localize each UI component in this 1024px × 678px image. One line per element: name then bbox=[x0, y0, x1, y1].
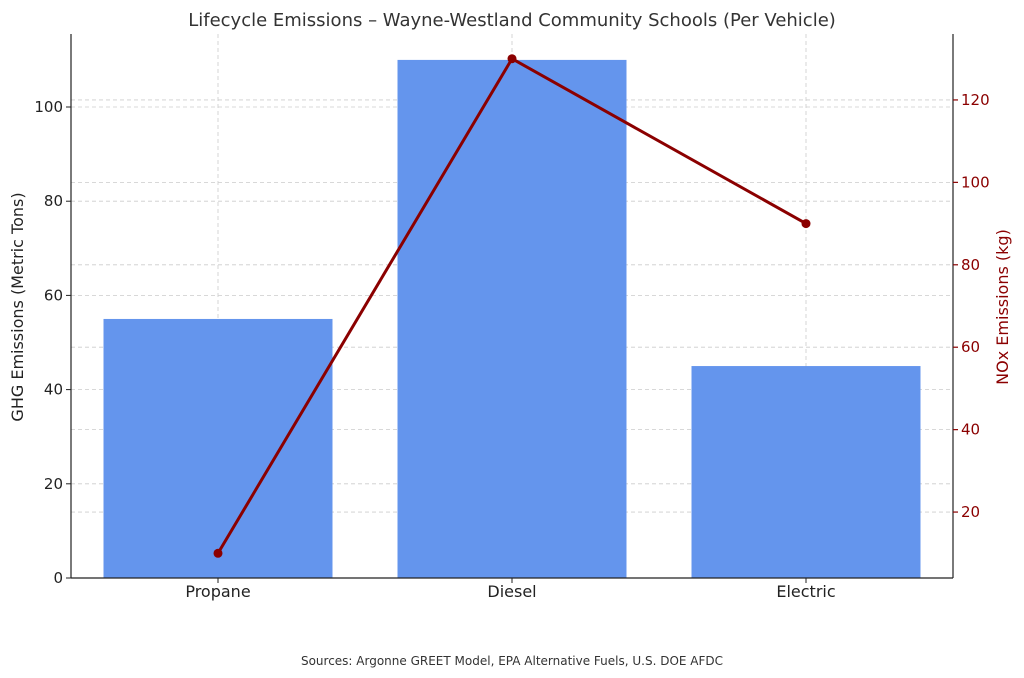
y2-tick-label-60: 60 bbox=[961, 338, 980, 356]
y2-tick-label-20: 20 bbox=[961, 503, 980, 521]
y-tick-label-100: 100 bbox=[34, 98, 63, 116]
y-tick-label-40: 40 bbox=[44, 381, 63, 399]
tick-labels: 0 20 40 60 80 100 20 40 60 80 100 120 Propane Diesel E… bbox=[34, 91, 989, 601]
y2-tick-label-100: 100 bbox=[961, 173, 990, 191]
x-tick-label-electric: Electric bbox=[776, 582, 835, 601]
y-tick-label-60: 60 bbox=[44, 286, 63, 304]
bar-series bbox=[103, 59, 921, 578]
nox-point-electric bbox=[801, 219, 811, 229]
x-tick-label-propane: Propane bbox=[185, 582, 250, 601]
bar-electric bbox=[691, 366, 921, 578]
y-tick-label-20: 20 bbox=[44, 475, 63, 493]
y2-tick-label-80: 80 bbox=[961, 256, 980, 274]
y-axis-label-right: NOx Emissions (kg) bbox=[993, 229, 1012, 385]
y2-tick-label-120: 120 bbox=[961, 91, 990, 109]
y2-tick-label-40: 40 bbox=[961, 421, 980, 439]
nox-point-propane bbox=[213, 548, 223, 558]
chart-title: Lifecycle Emissions – Wayne-Westland Com… bbox=[188, 10, 836, 31]
x-tick-label-diesel: Diesel bbox=[487, 582, 536, 601]
y-tick-label-80: 80 bbox=[44, 192, 63, 210]
y-axis-label-left: GHG Emissions (Metric Tons) bbox=[8, 192, 27, 421]
y-tick-label-0: 0 bbox=[53, 569, 63, 587]
nox-point-diesel bbox=[507, 54, 517, 64]
bar-diesel bbox=[397, 59, 627, 578]
line-series bbox=[213, 54, 811, 558]
source-note: Sources: Argonne GREET Model, EPA Altern… bbox=[301, 654, 723, 668]
bar-propane bbox=[103, 318, 333, 578]
